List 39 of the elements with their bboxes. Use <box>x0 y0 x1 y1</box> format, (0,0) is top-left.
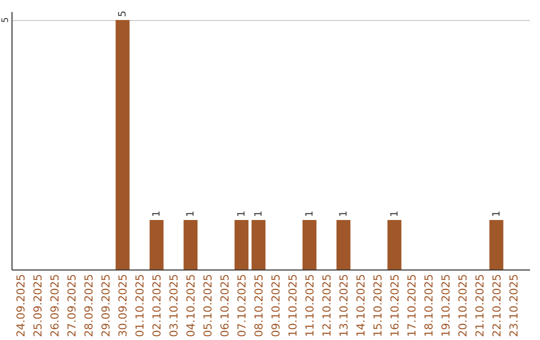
x-tick-label: 24.09.2025 <box>14 274 28 337</box>
data-label: 5 <box>118 10 129 17</box>
x-tick-label: 03.10.2025 <box>168 274 181 337</box>
x-tick-label: 16.10.2025 <box>388 274 402 337</box>
x-tick-label: 25.09.2025 <box>32 274 45 337</box>
x-tick-label: 08.10.2025 <box>252 274 266 337</box>
x-tick-label: 02.10.2025 <box>150 274 164 337</box>
data-label: 1 <box>389 210 400 217</box>
data-label: 1 <box>338 210 350 217</box>
x-tick-label: 26.09.2025 <box>48 274 62 337</box>
x-tick-label: 14.10.2025 <box>354 274 368 337</box>
x-tick-label: 04.10.2025 <box>184 274 198 337</box>
data-label: 1 <box>491 210 502 217</box>
x-tick-label: 28.09.2025 <box>82 274 96 337</box>
x-tick-label: 15.10.2025 <box>371 274 384 337</box>
x-tick-label: 06.10.2025 <box>218 274 232 337</box>
x-tick-label: 01.10.2025 <box>134 274 147 337</box>
data-label: 1 <box>254 210 265 217</box>
x-tick-label: 22.10.2025 <box>490 274 504 337</box>
x-tick-label: 29.09.2025 <box>100 274 113 337</box>
x-tick-label: 20.10.2025 <box>456 274 470 337</box>
x-tick-label: 23.10.2025 <box>507 274 520 337</box>
data-label: 1 <box>236 210 248 217</box>
x-tick-label: 27.09.2025 <box>66 274 79 337</box>
x-tick-label: 10.10.2025 <box>286 274 300 337</box>
x-tick-label: 11.10.2025 <box>303 274 316 337</box>
x-tick-label: 17.10.2025 <box>405 274 418 337</box>
x-tick-label: 09.10.2025 <box>269 274 282 337</box>
x-tick-label: 21.10.2025 <box>473 274 486 337</box>
x-tick-label: 05.10.2025 <box>202 274 215 337</box>
x-tick-label: 12.10.2025 <box>320 274 334 337</box>
x-tick-label: 30.09.2025 <box>116 274 130 337</box>
x-tick-label: 13.10.2025 <box>337 274 350 337</box>
data-label: 1 <box>186 210 197 217</box>
x-tick-label: 07.10.2025 <box>236 274 249 337</box>
data-label: 1 <box>304 210 316 217</box>
x-tick-label: 18.10.2025 <box>422 274 436 337</box>
data-label: 1 <box>152 210 163 217</box>
x-tick-label: 19.10.2025 <box>439 274 452 337</box>
